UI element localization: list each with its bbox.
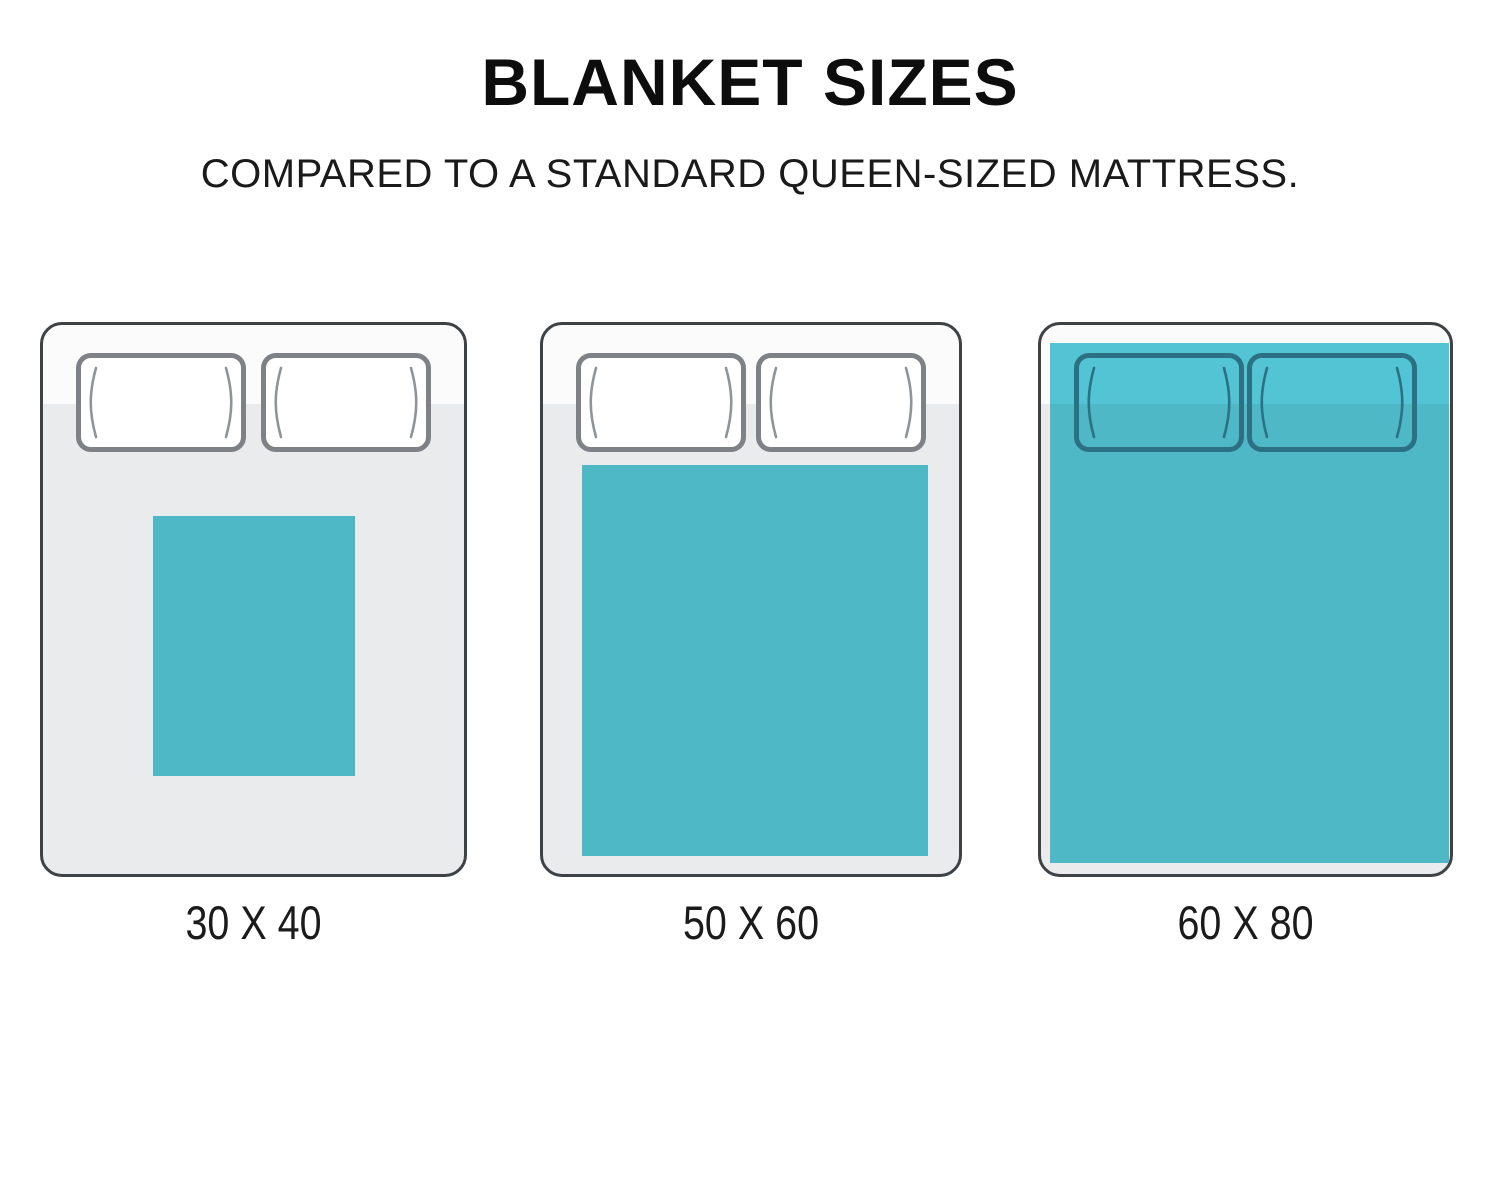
blanket-size-label: 50 X 60 xyxy=(682,896,820,949)
pillow-crease-lines xyxy=(89,366,233,439)
pillow-crease-lines xyxy=(1260,366,1404,439)
bed-illustration-60x80: 60 X 80 xyxy=(1038,322,1453,950)
blanket-30x40 xyxy=(153,516,355,776)
mattress xyxy=(540,322,962,877)
sheet-fold-shading xyxy=(1041,404,1450,874)
sheet-fold-shading xyxy=(43,404,464,874)
pillow-right xyxy=(756,353,926,452)
bed-illustration-30x40: 30 X 40 xyxy=(40,322,467,950)
pillow-crease-lines xyxy=(274,366,418,439)
pillow-right xyxy=(261,353,431,452)
sheet-fold-shading xyxy=(543,404,959,874)
pillow-left xyxy=(76,353,246,452)
page-title: BLANKET SIZES xyxy=(481,45,1019,119)
blanket-50x60 xyxy=(582,465,928,856)
mattress xyxy=(1038,322,1453,877)
mattress xyxy=(40,322,467,877)
blanket-size-label: 60 X 80 xyxy=(1177,896,1314,949)
pillow-crease-lines xyxy=(769,366,913,439)
pillow-crease-lines xyxy=(1087,366,1231,439)
pillow-left xyxy=(576,353,746,452)
page-subtitle: COMPARED TO A STANDARD QUEEN-SIZED MATTR… xyxy=(200,152,1300,196)
pillow-crease-lines xyxy=(589,366,733,439)
pillow-left xyxy=(1074,353,1244,452)
blanket-size-label: 30 X 40 xyxy=(185,896,322,949)
bed-illustration-50x60: 50 X 60 xyxy=(540,322,962,950)
pillow-right xyxy=(1247,353,1417,452)
